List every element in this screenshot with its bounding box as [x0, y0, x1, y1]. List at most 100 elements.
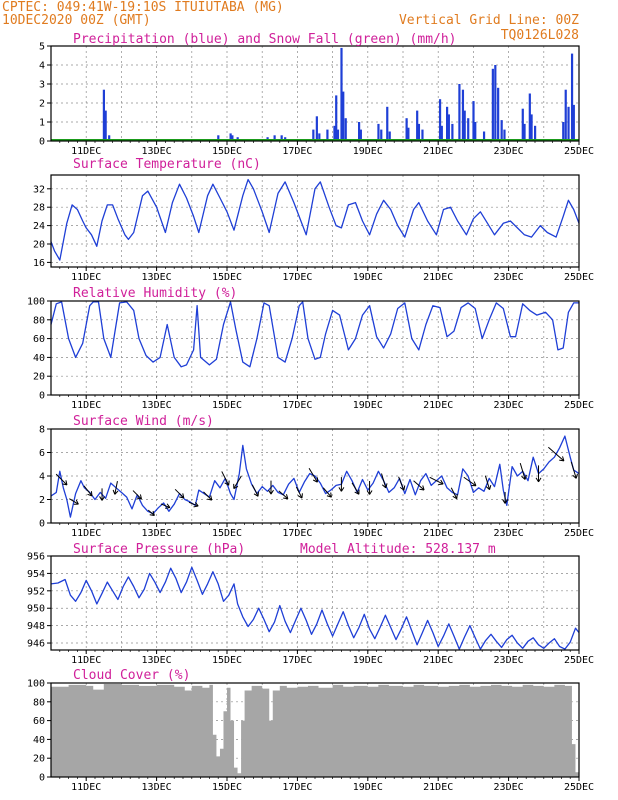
wind-arrow-head [399, 485, 406, 491]
precip-bar [388, 131, 391, 141]
wind-arrow-shaft [221, 471, 230, 486]
wind-arrow-head [452, 494, 458, 500]
precip-bar [358, 122, 361, 141]
wind-arrow-head [112, 489, 119, 495]
x-tick-label: 15DEC [212, 146, 242, 157]
x-tick-label: 25DEC [564, 782, 594, 793]
precip-bar [570, 53, 574, 141]
wind-arrow-head [521, 474, 527, 480]
y-tick-label: 20 [33, 754, 45, 765]
wind-arrow-shaft [519, 463, 526, 480]
panel-frame [50, 45, 580, 142]
wind-arrow-shaft [278, 490, 289, 500]
wind-arrow-head [193, 501, 199, 508]
wind-arrow-shaft [322, 487, 332, 498]
panel-title-rh: Relative Humidity (%) [73, 286, 237, 301]
wind-arrow-shaft [160, 503, 171, 509]
series-line-rh [50, 301, 579, 368]
wind-arrow-shaft [308, 468, 318, 483]
x-tick-label: 11DEC [71, 528, 101, 539]
y-tick-label: 20 [33, 240, 45, 251]
y-tick-label: 32 [33, 184, 45, 195]
precip-bar [104, 110, 107, 141]
precip-bar [377, 123, 380, 141]
precip-bar [451, 123, 454, 141]
wind-arrow-head [62, 480, 68, 486]
wind-arrow-shaft [251, 484, 259, 497]
y-tick-label: 2 [39, 495, 45, 506]
precip-bar [386, 106, 389, 141]
y-tick-label: 28 [33, 203, 45, 214]
precip-bar [564, 89, 567, 141]
wind-arrow-head [233, 483, 239, 490]
x-tick-label: 17DEC [282, 655, 312, 666]
panel-title-cloud: Cloud Cover (%) [73, 668, 190, 683]
x-tick-label: 25DEC [564, 400, 594, 411]
precip-bar [231, 135, 234, 141]
x-tick-label: 11DEC [71, 146, 101, 157]
precip-bar [567, 106, 570, 141]
wind-arrow-head [253, 491, 259, 497]
wind-arrow-head [179, 493, 185, 499]
x-tick-label: 15DEC [212, 400, 242, 411]
precip-bar [326, 129, 329, 141]
panel-frame [50, 682, 580, 778]
wind-arrow-shaft [484, 475, 491, 490]
panel-title-pres: Surface Pressure (hPa) [73, 542, 245, 557]
header-code: TQ0126L028 [501, 28, 579, 43]
y-tick-label: 4 [39, 472, 45, 483]
wind-arrow-shaft [55, 473, 68, 486]
wind-arrow-shaft [548, 446, 565, 462]
precip-bar [461, 89, 465, 141]
wind-arrow-head [224, 480, 230, 486]
wind-arrow-head [485, 484, 492, 491]
precip-bar [359, 129, 362, 141]
wind-arrow-head [207, 495, 213, 501]
panel-frame [50, 300, 580, 396]
header-station: CPTEC: 049:41W-19:10S ITUIUTABA (MG) [2, 0, 284, 15]
y-tick-label: 40 [33, 735, 45, 746]
y-tick-label: 16 [33, 258, 45, 269]
panel-title-wind: Surface Wind (m/s) [73, 414, 214, 429]
precip-bar [416, 110, 419, 141]
x-tick-label: 15DEC [212, 528, 242, 539]
wind-arrow-shaft [295, 486, 303, 499]
wind-arrow-head [438, 479, 444, 485]
y-tick-label: 956 [27, 552, 45, 563]
x-tick-label: 21DEC [423, 528, 453, 539]
precip-bar [482, 131, 486, 141]
x-tick-label: 21DEC [423, 146, 453, 157]
x-tick-label: 13DEC [142, 528, 172, 539]
series-line-pres [50, 566, 580, 650]
wind-arrow-head [268, 489, 274, 495]
precip-bar [344, 118, 347, 141]
precip-bar [273, 135, 276, 141]
x-tick-label: 25DEC [564, 528, 594, 539]
y-tick-label: 0 [39, 137, 45, 148]
precip-bar [102, 89, 105, 141]
x-tick-label: 15DEC [212, 655, 242, 666]
precip-bar [572, 104, 575, 141]
x-tick-label: 23DEC [494, 400, 524, 411]
x-tick-label: 19DEC [353, 272, 383, 283]
x-tick-label: 25DEC [564, 146, 594, 157]
y-tick-label: 952 [27, 586, 45, 597]
y-tick-label: 8 [39, 425, 45, 436]
x-tick-label: 19DEC [353, 400, 383, 411]
y-tick-label: 946 [27, 639, 45, 650]
wind-arrow-head [283, 494, 289, 500]
wind-arrow-shaft [570, 461, 577, 479]
wind-arrow-head [326, 492, 332, 498]
precip-bar [421, 129, 424, 141]
x-tick-label: 23DEC [494, 782, 524, 793]
precip-bar [340, 47, 343, 141]
precip-bar [500, 120, 503, 141]
panel-pres: 946 948 950 952 954 956 11DEC 13DEC 15DEC 17DEC 19… [27, 542, 594, 666]
x-tick-label: 23DEC [494, 272, 524, 283]
wind-arrow-shaft [429, 476, 444, 485]
precip-bar [280, 135, 283, 141]
precip-bar [417, 123, 421, 141]
y-tick-label: 20 [33, 372, 45, 383]
